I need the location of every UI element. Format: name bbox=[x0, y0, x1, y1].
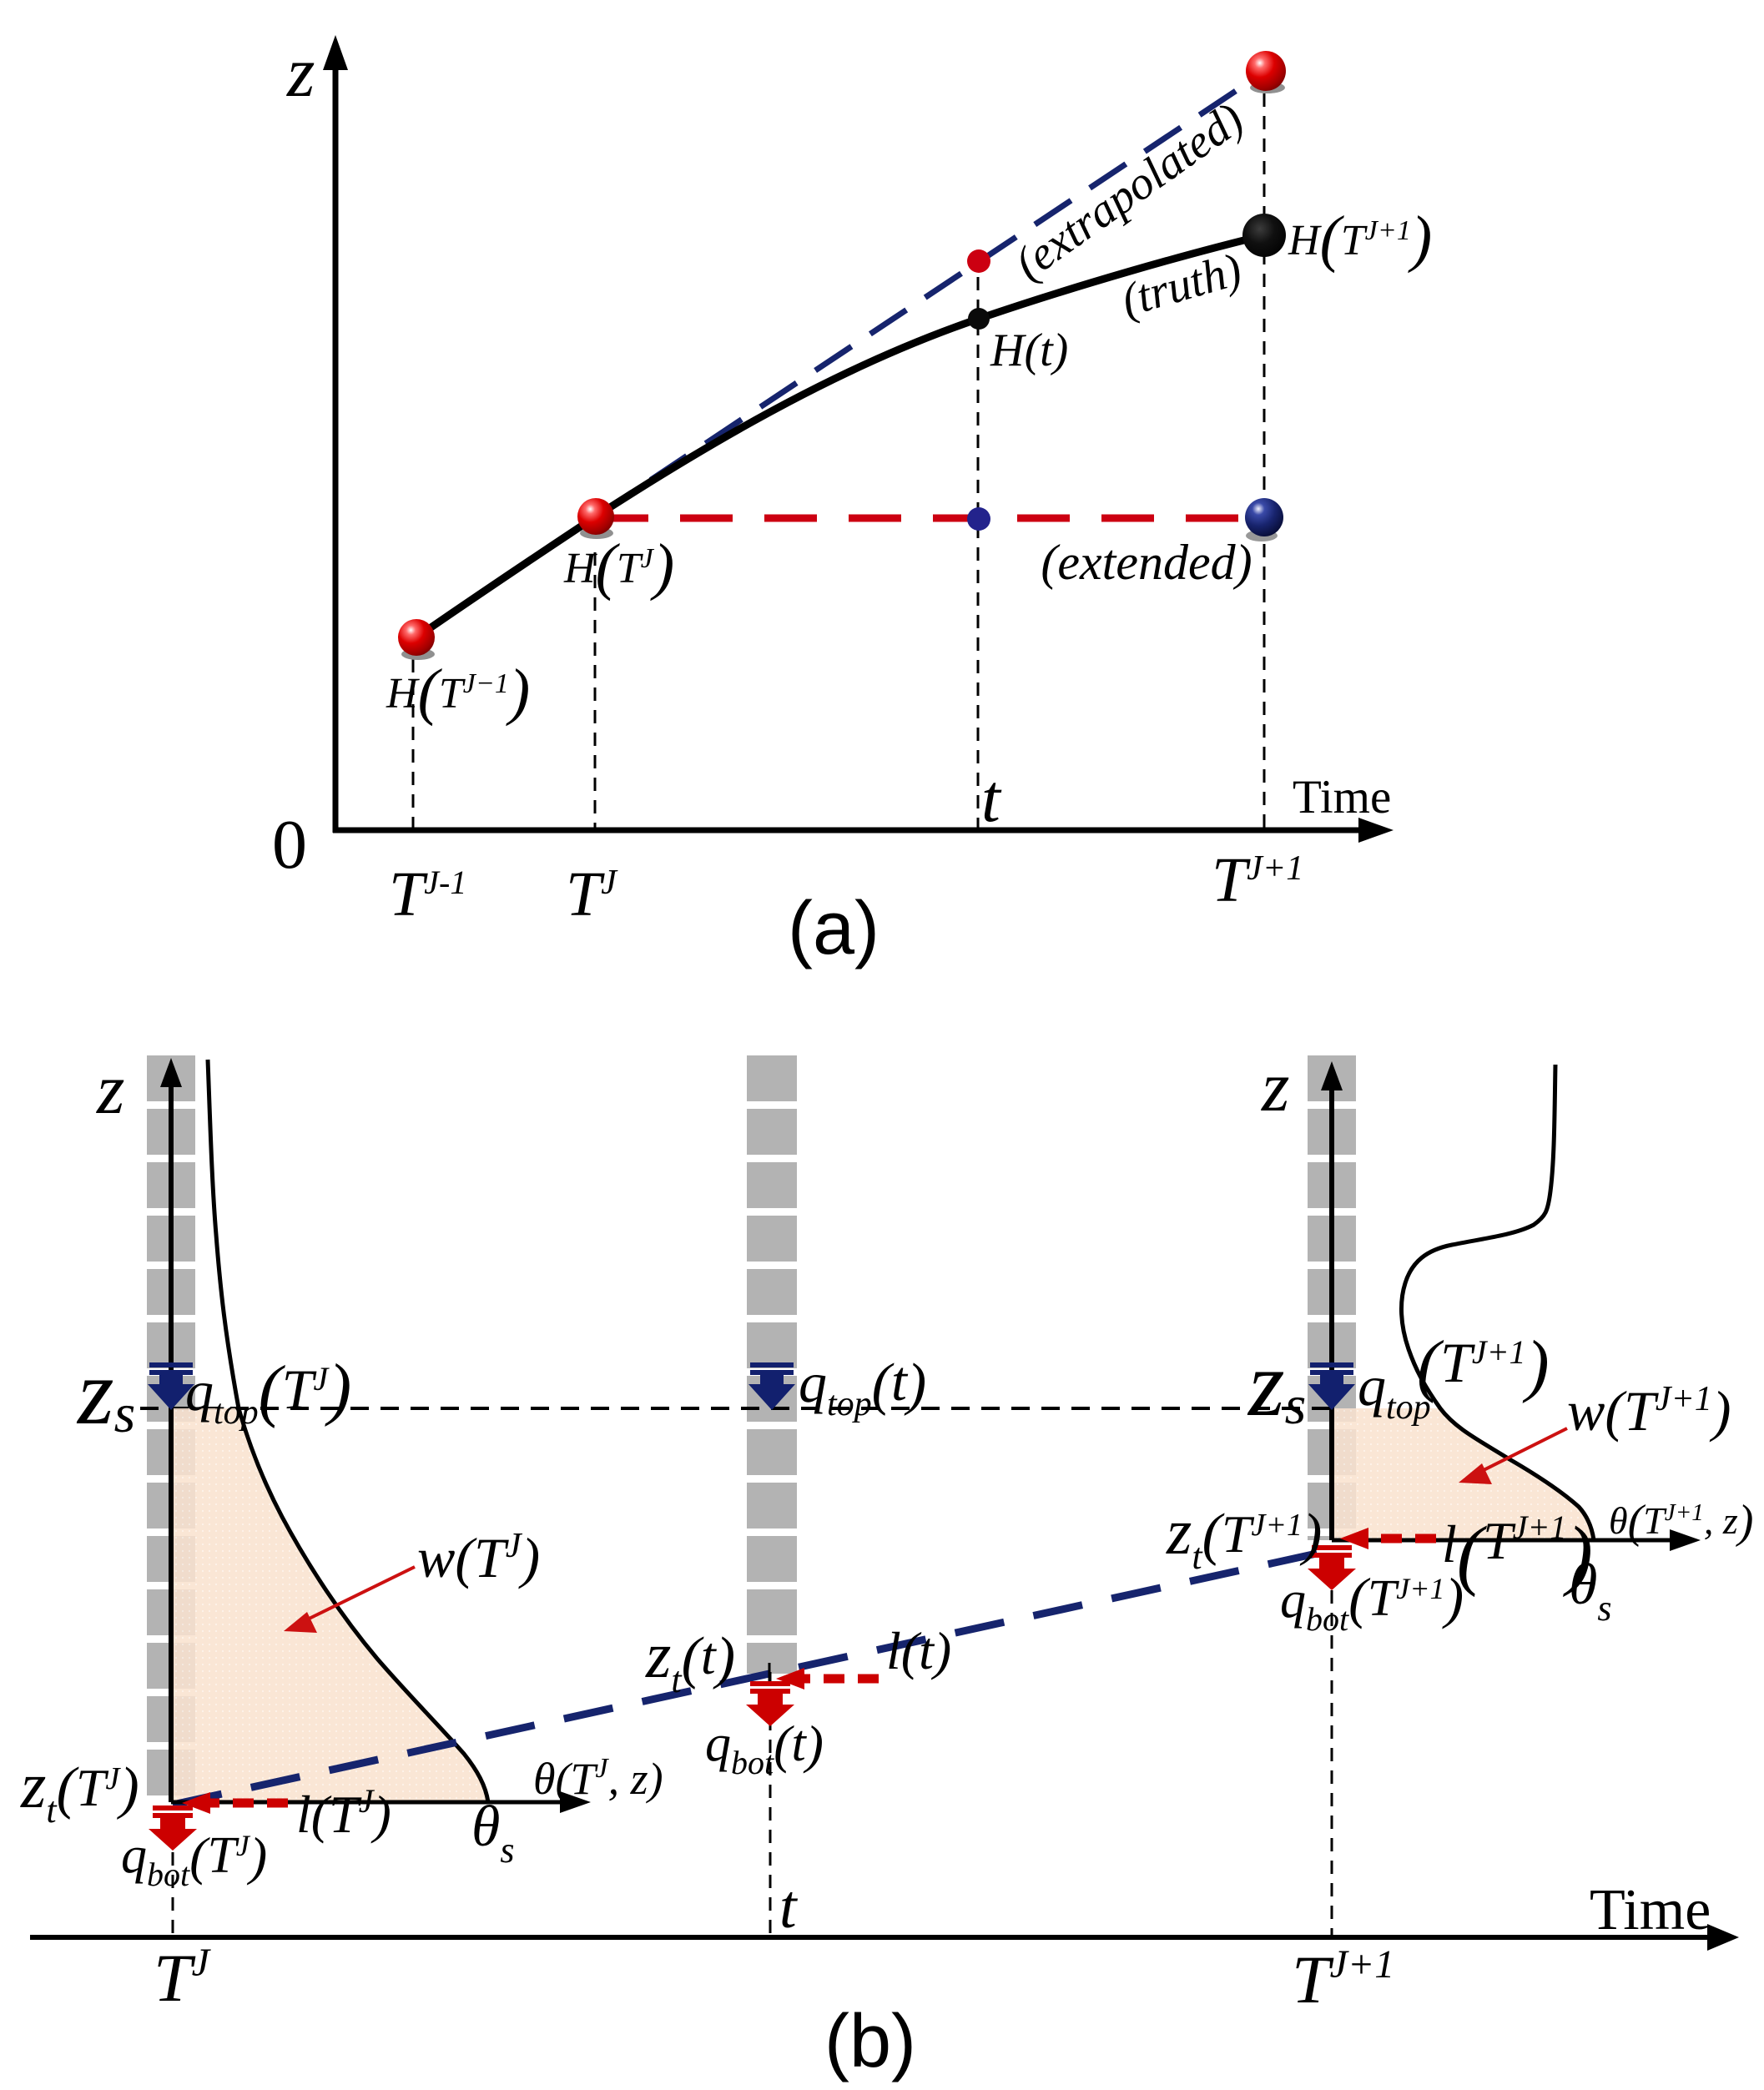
svg-text:Time: Time bbox=[1590, 1878, 1711, 1942]
svg-text:(TJ+1): (TJ+1) bbox=[1417, 1327, 1550, 1404]
svg-text:zt(TJ): zt(TJ) bbox=[20, 1749, 139, 1831]
svg-text:l(TJ): l(TJ) bbox=[296, 1782, 391, 1844]
svg-text:Time: Time bbox=[1293, 771, 1391, 823]
svg-text:(a): (a) bbox=[788, 887, 879, 970]
svg-text:w(TJ): w(TJ) bbox=[417, 1526, 540, 1589]
svg-text:t: t bbox=[981, 760, 1002, 836]
svg-text:H(t): H(t) bbox=[990, 325, 1068, 376]
svg-text:zt(t): zt(t) bbox=[645, 1619, 735, 1700]
svg-text:zs: zs bbox=[76, 1341, 135, 1444]
svg-text:θs: θs bbox=[471, 1795, 515, 1871]
svg-text:θ(TJ+1, z): θ(TJ+1, z) bbox=[1609, 1496, 1753, 1548]
svg-text:l(t): l(t) bbox=[886, 1621, 951, 1680]
svg-text:0: 0 bbox=[272, 806, 307, 884]
svg-text:z: z bbox=[1261, 1046, 1289, 1126]
svg-text:t: t bbox=[779, 1873, 799, 1941]
svg-text:(b): (b) bbox=[824, 2000, 916, 2083]
svg-text:z: z bbox=[286, 32, 315, 112]
svg-text:(extended): (extended) bbox=[1041, 535, 1252, 590]
svg-text:z: z bbox=[96, 1049, 124, 1129]
